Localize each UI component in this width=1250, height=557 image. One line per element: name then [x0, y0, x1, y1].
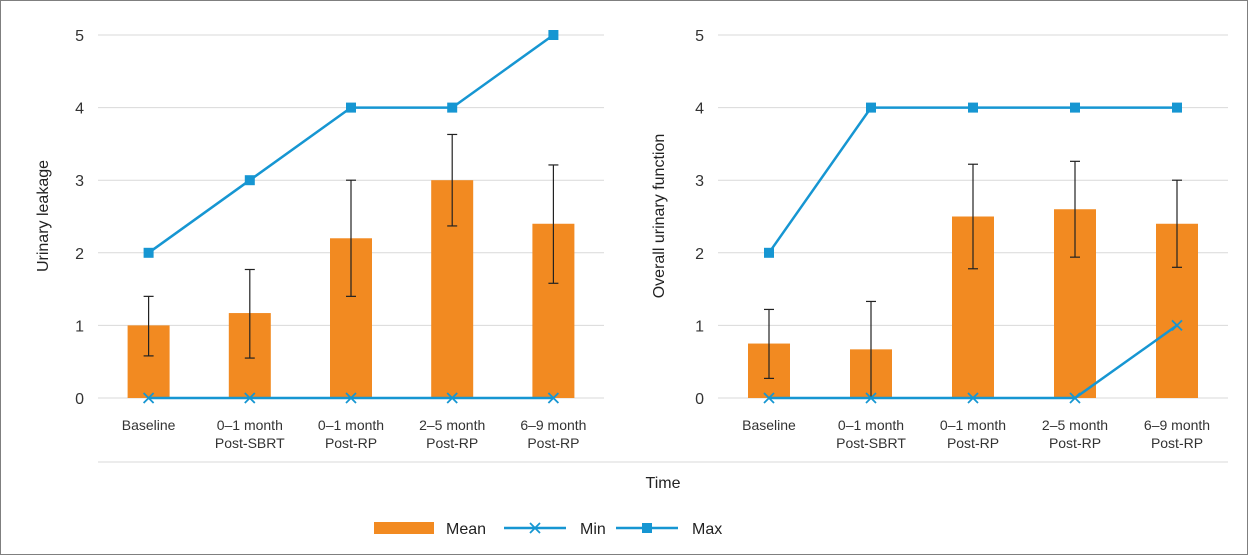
legend: Mean Min Max [374, 521, 722, 538]
point-min [345, 392, 357, 404]
legend-item-max: Max [616, 521, 722, 538]
point-min [244, 392, 256, 404]
x-tick-label: Baseline [122, 417, 176, 433]
legend-marker-square [642, 523, 652, 533]
x-tick-label: Post-SBRT [836, 435, 906, 451]
y-tick-label: 1 [695, 318, 704, 335]
y-tick-label: 3 [695, 173, 704, 190]
x-tick-label: Post-RP [426, 435, 478, 451]
y-axis-title: Urinary leakage [35, 160, 52, 272]
legend-item-min: Min [504, 521, 606, 538]
x-tick-label: Post-SBRT [215, 435, 285, 451]
x-marker-stroke [547, 392, 560, 404]
point-min [142, 392, 155, 404]
right-chart-panel: 0 1 2 3 4 5 Overall urinary function Baseline 0–… [651, 28, 1228, 451]
y-tick-label: 5 [695, 28, 704, 45]
x-tick-label: 0–1 month [318, 417, 384, 433]
x-tick-label: Baseline [742, 417, 796, 433]
y-tick-label: 0 [75, 391, 84, 408]
point-min [967, 392, 979, 404]
legend-label: Min [580, 521, 606, 538]
x-tick-label: Post-RP [947, 435, 999, 451]
point-max [143, 247, 154, 258]
point-min [547, 392, 560, 404]
y-tick-label: 2 [695, 246, 704, 263]
y-tick-label: 0 [695, 391, 704, 408]
y-tick-label: 5 [75, 28, 84, 45]
point-max [1172, 102, 1182, 113]
point-min [446, 392, 458, 404]
point-max [1070, 102, 1080, 113]
point-min [1069, 392, 1081, 404]
y-axis-title: Overall urinary function [651, 134, 668, 299]
point-max [244, 175, 255, 186]
y-tick-label: 4 [695, 101, 704, 118]
point-min [1171, 319, 1183, 332]
x-marker-stroke [446, 392, 458, 404]
x-tick-label: 0–1 month [217, 417, 283, 433]
x-marker-stroke [142, 392, 155, 404]
x-marker-stroke [1069, 392, 1081, 404]
x-tick-label: 2–5 month [419, 417, 485, 433]
x-tick-label: 6–9 month [1144, 417, 1210, 433]
x-tick-label: 0–1 month [838, 417, 904, 433]
point-max [346, 102, 356, 113]
point-max [548, 30, 559, 40]
legend-label: Mean [446, 521, 486, 538]
x-marker-stroke [865, 392, 877, 404]
legend-item-mean: Mean [374, 521, 486, 538]
x-tick-label: Post-RP [325, 435, 377, 451]
x-tick-label: 0–1 month [940, 417, 1006, 433]
y-tick-label: 3 [75, 173, 84, 190]
x-marker-stroke [244, 392, 256, 404]
point-max [447, 102, 458, 113]
legend-label: Max [692, 521, 722, 538]
y-tick-label: 1 [75, 318, 84, 335]
x-marker-stroke [763, 392, 775, 404]
y-tick-label: 4 [75, 101, 84, 118]
point-min [865, 392, 877, 404]
x-tick-label: Post-RP [1049, 435, 1101, 451]
x-tick-label: Post-RP [527, 435, 579, 451]
x-axis-title: Time [646, 475, 681, 492]
y-tick-label: 2 [75, 246, 84, 263]
point-max [764, 247, 774, 258]
x-marker-stroke [345, 392, 357, 404]
legend-marker-x [529, 522, 541, 534]
left-chart-panel: 0 1 2 3 4 5 Urinary leakage Baseline 0–1 month Po… [35, 28, 604, 451]
x-tick-label: 6–9 month [520, 417, 586, 433]
x-tick-label: 2–5 month [1042, 417, 1108, 433]
point-min [763, 392, 775, 404]
x-tick-label: Post-RP [1151, 435, 1203, 451]
point-max [968, 102, 978, 113]
point-max [866, 102, 876, 113]
x-marker-stroke [1171, 319, 1183, 332]
legend-swatch-bar [374, 522, 434, 534]
x-marker-stroke [967, 392, 979, 404]
